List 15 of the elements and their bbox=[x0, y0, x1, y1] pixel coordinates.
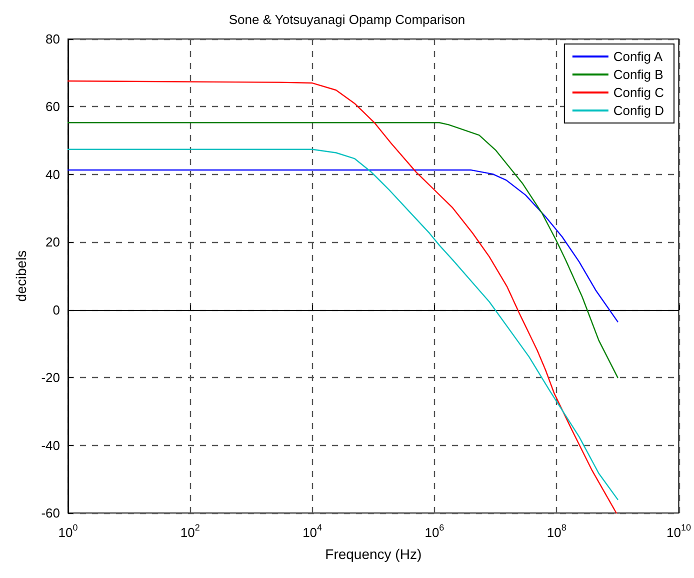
y-tick-label: 60 bbox=[46, 99, 60, 114]
x-axis-title: Frequency (Hz) bbox=[325, 546, 422, 562]
y-tick-label: -20 bbox=[41, 370, 60, 386]
y-tick-label: -60 bbox=[41, 506, 60, 520]
y-tick-label: 20 bbox=[46, 234, 60, 250]
y-tick-label: 0 bbox=[52, 302, 60, 318]
legend-label: Config D bbox=[613, 103, 664, 118]
legend-label: Config A bbox=[613, 49, 663, 64]
chart-title: Sone & Yotsuyanagi Opamp Comparison bbox=[228, 12, 466, 27]
y-axis-title: decibels bbox=[13, 250, 29, 302]
legend-label: Config C bbox=[613, 85, 664, 100]
legend-label: Config B bbox=[613, 67, 664, 82]
y-tick-label: -40 bbox=[41, 438, 60, 453]
y-tick-label: 80 bbox=[46, 32, 60, 46]
y-tick-label: 40 bbox=[46, 166, 60, 182]
